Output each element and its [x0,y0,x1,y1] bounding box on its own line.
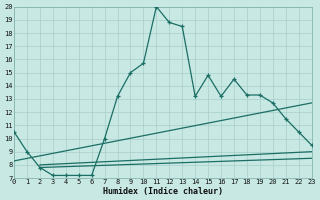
X-axis label: Humidex (Indice chaleur): Humidex (Indice chaleur) [103,187,223,196]
